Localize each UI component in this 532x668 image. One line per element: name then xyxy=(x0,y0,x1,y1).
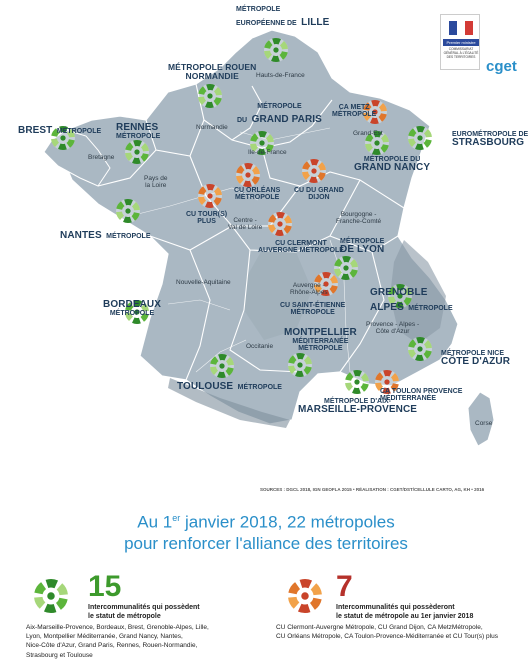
label-grand-paris: MÉTROPOLE DU GRAND PARIS xyxy=(237,103,322,125)
region-grand-est: Grand-Est xyxy=(353,130,383,137)
headline-line2: pour renforcer l'alliance des territoire… xyxy=(124,533,408,553)
region-hauts-de-france: Hauts-de-France xyxy=(256,72,305,79)
legend-green-desc: Intercommunalités qui possèdent le statu… xyxy=(88,604,200,620)
label-clermont: CU CLERMONT AUVERGNE MÉTROPOLE xyxy=(258,240,344,254)
label-grand-nancy: MÉTROPOLE DU GRAND NANCY xyxy=(354,156,431,173)
label-toulouse: TOULOUSE MÉTROPOLE xyxy=(177,381,282,392)
marker-rouen-icon xyxy=(198,84,222,109)
label-lille: MÉTROPOLE EUROPÉENNE DE LILLE xyxy=(236,6,330,28)
label-tours: CU TOUR(S) PLUS xyxy=(186,211,228,225)
marker-lyon-icon xyxy=(334,256,358,280)
label-rouen: MÉTROPOLE ROUEN NORMANDIE xyxy=(168,62,257,81)
marker-toulouse-icon xyxy=(210,354,234,378)
legend-green-count: 15 xyxy=(88,570,122,603)
map-area: Premier ministre COMMISSARIAT GÉNÉRAL À … xyxy=(18,6,529,492)
region-pays-de-la-loire: Pays de la Loire xyxy=(144,175,168,189)
legend-green-list: Aix-Marseille-Provence, Bordeaux, Brest,… xyxy=(26,623,209,660)
region-corse: Corse xyxy=(475,420,493,427)
marker-toulon-icon xyxy=(375,370,399,394)
label-toulon: CA TOULON PROVENCE MÉDITERRANÉE xyxy=(380,388,463,402)
label-bordeaux: BORDEAUX MÉTROPOLE xyxy=(103,299,162,318)
region-bourgogne: Bourgogne - Franche-Comté xyxy=(336,211,382,225)
label-brest: BREST MÉTROPOLE xyxy=(18,125,102,136)
commissariat-label: COMMISSARIAT GÉNÉRAL À L'ÉGALITÉ DES TER… xyxy=(443,47,479,59)
legend-orange-list: CU Clermont-Auvergne Métropole, CU Grand… xyxy=(276,623,498,641)
label-rennes: RENNES MÉTROPOLE xyxy=(116,122,161,141)
pyrenees-relief xyxy=(168,378,290,428)
alps-relief xyxy=(390,240,446,344)
headline: Au 1er janvier 2018, 22 métropoles pour … xyxy=(0,508,532,554)
marker-strasbourg-icon xyxy=(408,126,432,150)
label-dijon: CU DU GRAND DIJON xyxy=(294,187,344,201)
legend-green-list-line: Aix-Marseille-Provence, Bordeaux, Brest,… xyxy=(26,624,209,631)
logo-block: Premier ministre COMMISSARIAT GÉNÉRAL À … xyxy=(440,14,522,86)
marker-saint-etienne-icon xyxy=(314,272,338,296)
label-metz: CA METZ MÉTROPOLE xyxy=(332,104,377,118)
marker-nice-icon xyxy=(408,337,432,361)
region-centre: Centre - Val de Loire xyxy=(228,217,263,231)
marker-clermont-icon xyxy=(268,212,292,237)
label-orleans: CU ORLÉANS MÉTROPOLE xyxy=(234,187,281,201)
cget-logo: cget xyxy=(486,58,517,75)
region-normandie: Normandie xyxy=(196,124,228,131)
corsica xyxy=(467,391,495,447)
label-montpellier: MONTPELLIER MÉDITERRANÉE MÉTROPOLE xyxy=(284,327,357,353)
metropole-markers xyxy=(51,38,432,394)
marker-rennes-icon xyxy=(125,139,149,164)
region-occitanie: Occitanie xyxy=(246,343,274,350)
legend-orange-count: 7 xyxy=(336,570,353,603)
marker-orleans-icon xyxy=(236,163,260,187)
label-aix-marseille: MÉTROPOLE D'AIX- MARSEILLE-PROVENCE xyxy=(298,398,418,415)
legend-orange-desc: Intercommunalités qui possèderont le sta… xyxy=(336,604,474,620)
label-nice: MÉTROPOLE NICE CÔTE D'AZUR xyxy=(441,350,511,367)
region-ile-de-france: Ile-de-France xyxy=(248,149,287,156)
legend-green-list-line: Strasbourg et Toulouse xyxy=(26,651,93,659)
republique-logo: Premier ministre COMMISSARIAT GÉNÉRAL À … xyxy=(440,14,480,70)
massif-central-relief xyxy=(244,250,312,340)
label-grenoble: GRENOBLE ALPES MÉTROPOLE xyxy=(370,287,453,313)
marianne-flag xyxy=(449,21,473,35)
marker-montpellier-icon xyxy=(288,353,312,378)
region-paca: Provence - Alpes - Côte d'Azur xyxy=(366,321,420,335)
legend-orange-list-line: CU Clermont-Auvergne Métropole, CU Grand… xyxy=(276,624,483,631)
legend-orange-marker-icon xyxy=(288,578,322,613)
legend-green-list-line: Lyon, Montpellier Méditerranée, Grand Na… xyxy=(26,633,183,641)
label-strasbourg: EUROMÉTROPOLE DE STRASBOURG xyxy=(452,131,529,148)
marker-lille-icon xyxy=(264,38,288,63)
region-auvergne: Auvergne - Rhône-Alpes xyxy=(290,282,328,296)
marker-grand-paris-icon xyxy=(250,131,274,155)
sources-note: SOURCES : DGCL 2018, IGN GEOFLA 2015 • R… xyxy=(260,487,485,492)
marker-metz-icon xyxy=(363,100,387,124)
label-lyon: MÉTROPOLE DE LYON xyxy=(340,238,385,255)
marker-brest-icon xyxy=(51,126,75,150)
marker-dijon-icon xyxy=(302,159,326,183)
marker-nantes-icon xyxy=(116,199,140,223)
region-nouvelle-aquitaine: Nouvelle-Aquitaine xyxy=(176,279,231,286)
marker-tours-icon xyxy=(198,184,222,208)
headline-line1: Au 1er janvier 2018, 22 métropoles xyxy=(137,512,395,532)
marker-aix-marseille-icon xyxy=(345,370,369,394)
marker-grenoble-icon xyxy=(388,284,412,308)
marker-grand-nancy-icon xyxy=(365,131,389,155)
legend-orange-list-line: CU Orléans Métropole, CA Toulon-Provence… xyxy=(276,633,498,641)
marker-bordeaux-icon xyxy=(125,300,149,324)
region-bretagne: Bretagne xyxy=(88,154,115,161)
label-saint-etienne: CU SAINT-ÉTIENNE MÉTROPOLE xyxy=(280,302,346,316)
legend-green-list-line: Nice-Côte d'Azur, Grand Paris, Rennes, R… xyxy=(26,642,198,650)
label-nantes: NANTES MÉTROPOLE xyxy=(60,230,151,241)
premier-ministre-label: Premier ministre xyxy=(443,39,479,46)
legend-green-marker-icon xyxy=(34,578,68,613)
